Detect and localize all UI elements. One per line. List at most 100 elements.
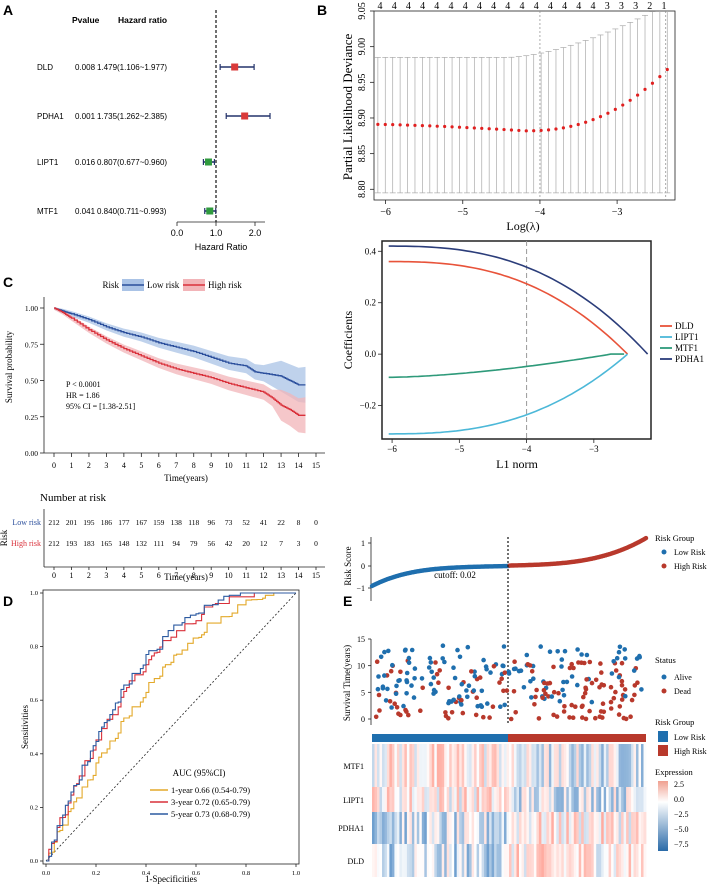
heatmap-cell	[536, 787, 540, 812]
heatmap-cell	[591, 812, 595, 844]
cv-mean-point	[650, 81, 655, 85]
survival-point	[501, 663, 506, 669]
roc-xtick-label: 1.0	[292, 870, 300, 877]
heatmap-cell	[469, 787, 472, 812]
coef-xtick-label: −5	[455, 444, 465, 454]
cv-top-count: 4	[576, 1, 581, 12]
group-bar-high	[508, 734, 646, 742]
heatmap-cell	[643, 844, 647, 877]
heatmap-cell	[436, 844, 440, 877]
roc-ylabel: Sensitivities	[20, 705, 30, 750]
risk-table-count: 195	[83, 518, 95, 527]
heatmap-cell	[456, 787, 460, 812]
risk-table-count: 177	[118, 518, 130, 527]
heatmap-cell	[431, 744, 435, 787]
km-xtick-label: 6	[157, 461, 161, 470]
survival-point	[404, 670, 410, 676]
survival-point	[532, 702, 537, 707]
survival-point	[608, 699, 614, 705]
heatmap-cell	[591, 844, 595, 877]
legend-status-dot	[661, 674, 667, 680]
roc-xtick-label: 0.6	[192, 870, 201, 877]
coef-ytick-label: −0.2	[360, 401, 376, 411]
heatmap-cell	[404, 744, 408, 787]
legend-expression-bar	[658, 781, 668, 851]
panel-label-c: C	[3, 274, 13, 290]
heatmap-cell	[421, 744, 425, 787]
risk-table-count: 3	[297, 539, 301, 548]
heatmap-cell	[494, 787, 497, 812]
heatmap-cell	[601, 787, 605, 812]
survival-point	[396, 711, 401, 716]
heatmap-cell	[526, 844, 530, 877]
survival-point	[383, 698, 389, 703]
heatmap-cell	[514, 812, 517, 844]
heatmap-cell	[631, 744, 634, 787]
heatmap-cell	[553, 744, 557, 787]
survival-point	[583, 716, 589, 722]
heatmap-cell	[464, 744, 468, 787]
cv-ylabel: Partial Likelihood Deviance	[340, 33, 355, 180]
heatmap-cell	[386, 812, 390, 844]
heatmap-cell	[538, 787, 542, 812]
risk-table-count: 193	[66, 539, 78, 548]
cv-mean-point	[465, 125, 469, 130]
heatmap-cell	[401, 787, 405, 812]
heatmap-cell	[494, 812, 497, 844]
heatmap-cell	[509, 812, 512, 844]
heatmap-cell	[613, 812, 617, 844]
cv-mean-point	[398, 123, 402, 127]
survival-point	[557, 698, 563, 704]
heatmap-cell	[531, 744, 535, 787]
legend-status-label: Alive	[674, 673, 692, 682]
heatmap-cell	[593, 787, 597, 812]
heatmap-cell	[603, 787, 607, 812]
survival-point	[580, 715, 585, 720]
heatmap-cell	[551, 787, 555, 812]
heatmap-cell	[556, 844, 560, 877]
legend-status-label: Dead	[674, 687, 691, 696]
cv-mean-point	[591, 118, 595, 122]
survival-point	[512, 659, 517, 664]
heatmap-cell	[484, 744, 487, 787]
roc-xlabel: 1-Specificities	[145, 874, 197, 884]
cv-top-count: 1	[662, 1, 667, 12]
coef-xtick-label: −4	[522, 444, 532, 454]
heatmap-cell	[504, 787, 507, 812]
heatmap-cell	[404, 844, 408, 877]
heatmap-cell	[464, 812, 468, 844]
heatmap-cell	[484, 844, 487, 877]
heatmap-cell	[546, 787, 550, 812]
heatmap-cell	[386, 844, 390, 877]
coef-legend-label: LIPT1	[675, 332, 699, 342]
heatmap-cell	[504, 812, 507, 844]
km-legend-low-label: Low risk	[147, 280, 180, 290]
heatmap-cell	[603, 812, 607, 844]
heatmap-cell	[501, 744, 505, 787]
survival-point	[593, 677, 599, 683]
heatmap-cell	[571, 812, 575, 844]
risk-table-count: 201	[66, 518, 78, 527]
heatmap-cell	[531, 787, 535, 812]
heatmap-cell	[581, 744, 585, 787]
heatmap-cell	[434, 744, 438, 787]
roc-curve	[46, 592, 296, 862]
survival-point	[436, 680, 441, 685]
cv-top-count: 4	[449, 1, 454, 12]
heatmap-cell	[516, 812, 520, 844]
heatmap-cell	[586, 744, 590, 787]
heatmap-cell	[641, 787, 644, 812]
roc-ytick-label: 0.6	[30, 697, 39, 704]
heatmap-cell	[638, 812, 642, 844]
survival-point	[632, 692, 637, 698]
survival-point	[616, 649, 622, 655]
heatmap-cell	[489, 744, 492, 787]
heatmap-cell	[616, 844, 619, 877]
heatmap-cell	[536, 744, 540, 787]
cv-top-count: 4	[491, 1, 496, 12]
heatmap-cell	[613, 787, 617, 812]
heatmap-cell	[611, 844, 614, 877]
survival-point	[608, 706, 614, 711]
heatmap-cell	[541, 744, 545, 787]
heatmap-cell	[543, 787, 547, 812]
